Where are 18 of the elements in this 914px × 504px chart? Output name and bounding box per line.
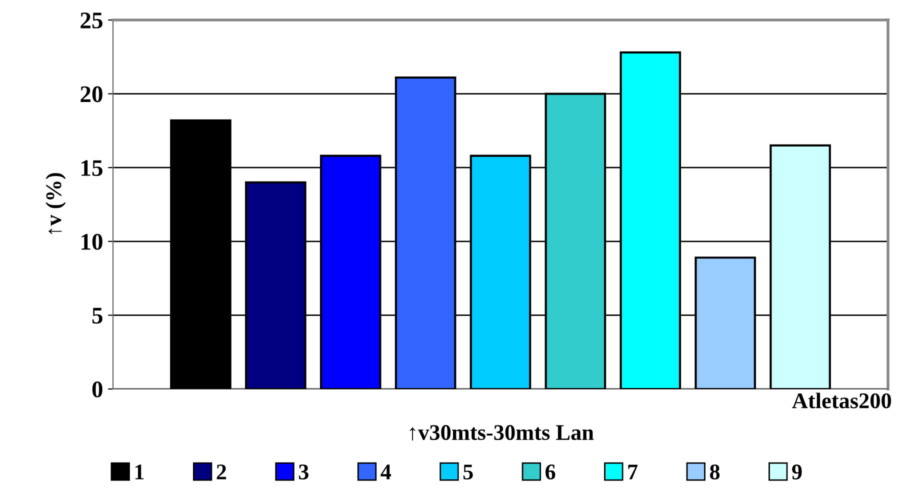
y-tick-label: 20 [80,86,102,102]
legend-label: 8 [710,464,720,480]
y-tick-label: 0 [92,381,102,398]
legend-label: 5 [463,464,473,480]
legend-label: 6 [546,464,556,480]
y-tick-label: 5 [92,308,102,324]
y-tick-label: 10 [82,234,102,250]
y-tick-label: 25 [80,12,102,28]
legend-label: 9 [792,464,802,480]
legend-label: 2 [216,464,226,480]
y-tick-label: 15 [82,160,102,176]
legend-label: 3 [298,464,308,480]
legend-label: 7 [628,464,638,480]
y-axis-title: ↑v (%) [46,173,66,234]
legend-label: 4 [380,464,392,480]
legend-label: 1 [135,464,144,480]
x-tick-label: Atletas200 [792,392,892,408]
x-axis-title: ↑v30mts-30mts Lan [410,425,594,440]
